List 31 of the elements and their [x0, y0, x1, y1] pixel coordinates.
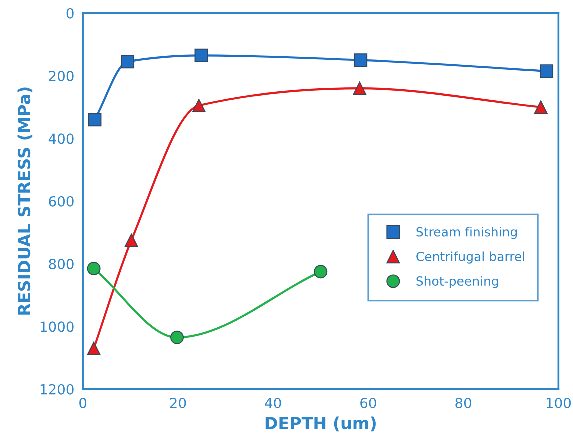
point — [534, 100, 548, 114]
legend-label: Shot-peening — [416, 276, 498, 288]
y-axis-title: RESIDUAL STRESS (MPa) — [18, 88, 33, 315]
point — [121, 55, 135, 69]
y-tick-label: 1000 — [40, 322, 74, 332]
x-tick-label: 80 — [456, 398, 472, 408]
legend-label: Stream finishing — [416, 227, 517, 240]
y-tick-label: 800 — [49, 259, 74, 270]
x-tick-label: 40 — [265, 398, 282, 408]
point — [540, 64, 554, 78]
point — [124, 234, 138, 248]
point — [170, 330, 184, 344]
y-tick-label: 1200 — [40, 384, 74, 395]
point — [353, 82, 367, 96]
y-tick-label: 0 — [66, 8, 74, 19]
x-axis-title: DEPTH (um) — [266, 416, 376, 432]
point — [354, 54, 368, 68]
x-tick-label: 60 — [360, 398, 376, 408]
x-tick-label: 20 — [170, 398, 186, 408]
point — [194, 48, 208, 62]
point — [87, 342, 101, 356]
point — [88, 113, 102, 127]
y-tick-label: 400 — [48, 134, 74, 144]
y-tick-label: 200 — [49, 70, 74, 82]
point — [192, 99, 206, 113]
legend-label: Centrifugal barrel — [416, 252, 524, 264]
point — [314, 265, 328, 279]
y-tick-label: 600 — [49, 196, 74, 207]
point — [87, 262, 101, 276]
x-tick-label: 0 — [80, 398, 87, 408]
x-tick-label: 100 — [546, 398, 572, 408]
